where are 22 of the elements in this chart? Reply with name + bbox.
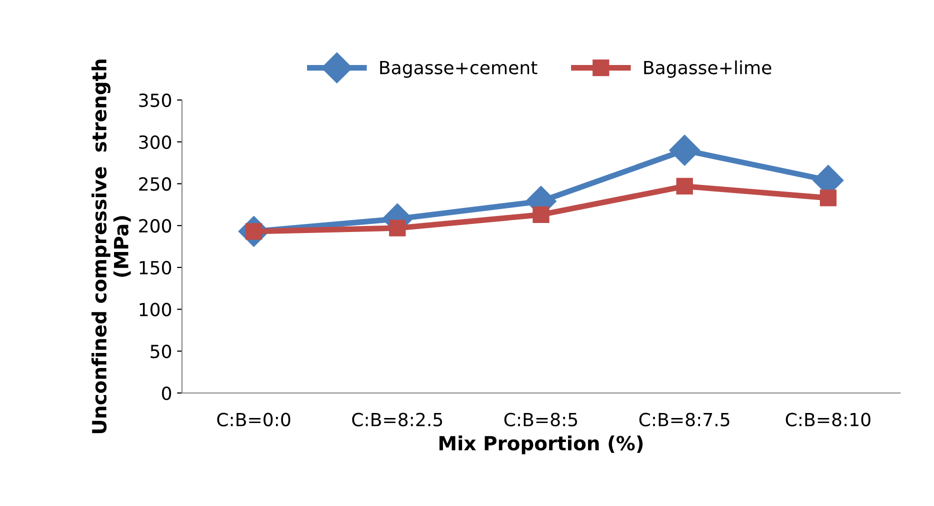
x-tick-label: C:B=8:10	[786, 412, 870, 426]
point	[669, 134, 700, 166]
y-tick-label: 300	[139, 135, 172, 149]
point	[676, 178, 693, 195]
y-tick-label: 150	[140, 260, 172, 275]
point	[389, 220, 406, 236]
x-tick-label: C:B=8:5	[504, 412, 578, 426]
y-axis-title: Unconfined compressive strength (MPa)	[92, 60, 131, 434]
y-tick-label: 50	[150, 344, 172, 358]
x-axis-title: Mix Proportion (%)	[439, 435, 643, 454]
x-tick-label: C:B=8:7.5	[639, 412, 730, 426]
y-tick-label: 250	[139, 177, 172, 191]
y-tick-label: 100	[140, 302, 172, 316]
legend-label: Bagasse+lime	[644, 60, 772, 78]
y-tick-label: 200	[139, 219, 172, 233]
x-tick-label: C:B=0:0	[217, 412, 290, 426]
point	[820, 190, 837, 206]
point	[532, 206, 550, 224]
legend-label: Bagasse+cement	[380, 60, 538, 78]
x-tick-label: C:B=8:2.5	[352, 412, 442, 426]
y-tick-label: 0	[162, 386, 172, 400]
y-tick-label: 350	[139, 93, 172, 108]
